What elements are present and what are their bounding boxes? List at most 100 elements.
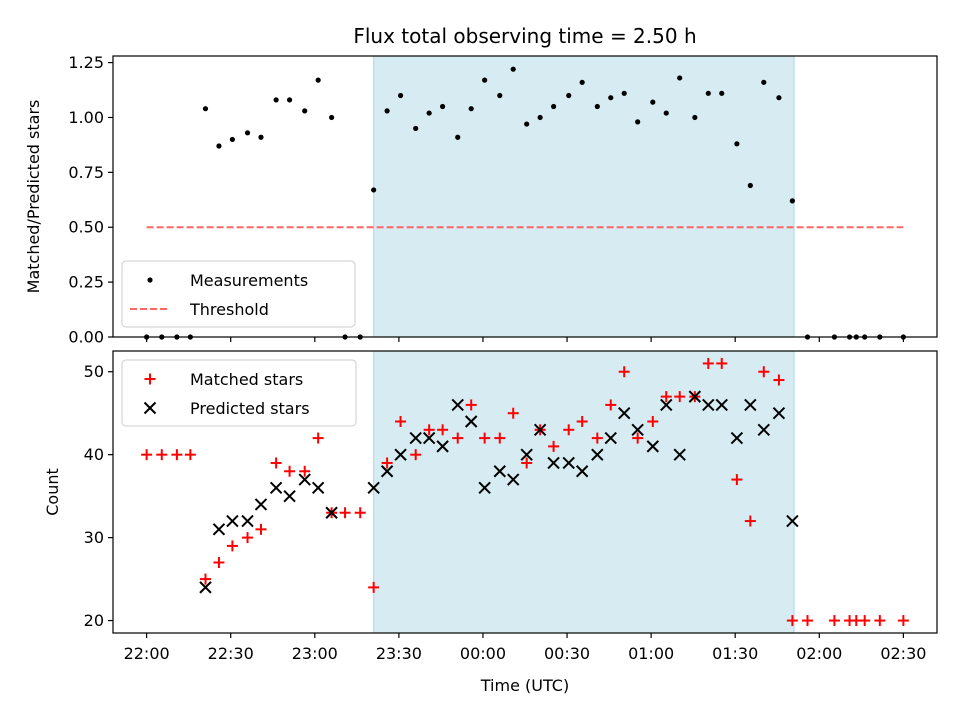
x-tick-label: 00:30	[544, 644, 590, 663]
measurement-point	[440, 103, 446, 110]
matched-stars-point	[437, 424, 449, 436]
matched-stars-point	[354, 507, 366, 519]
legend-matched-stars-label: Matched stars	[190, 370, 303, 389]
matched-stars-point	[339, 507, 351, 519]
measurement-point	[455, 134, 461, 140]
measurement-point	[482, 77, 488, 83]
predicted-stars-point	[254, 498, 268, 511]
x-tick-label: 00:00	[460, 644, 506, 663]
bottom-panel: 20 30 40 50 22:00 22:30 23:00 23:30 00:00 00:30 0…	[43, 350, 938, 695]
predicted-stars-point	[660, 398, 673, 412]
x-tick-label: 23:30	[376, 644, 422, 663]
predicted-stars-point	[688, 390, 702, 403]
measurement-point	[579, 79, 585, 85]
predicted-stars-point	[618, 406, 631, 420]
matched-stars-point	[156, 449, 168, 461]
matched-stars-point	[744, 515, 756, 527]
measurement-point	[426, 110, 432, 116]
matched-stars-point	[368, 581, 380, 593]
measurement-point	[202, 106, 209, 112]
matched-stars-point	[897, 615, 909, 627]
measurement-point	[635, 119, 641, 125]
measurement-point	[692, 114, 698, 121]
top-y-tick-label: 1.00	[68, 108, 104, 127]
predicted-stars-point	[283, 489, 296, 503]
matched-stars-point	[381, 457, 393, 469]
measurement-point	[497, 92, 503, 99]
measurement-point	[663, 110, 669, 116]
top-plot-frame	[112, 55, 938, 338]
matched-stars-point	[242, 532, 254, 544]
matched-stars-point	[716, 357, 728, 369]
predicted-stars-point	[631, 423, 644, 437]
x-tick-label: 02:30	[880, 644, 926, 663]
x-tick-label: 02:00	[796, 644, 842, 663]
matched-stars-point	[255, 523, 267, 535]
matched-stars-point	[786, 615, 798, 627]
bottom-y-tick-label: 20	[84, 611, 104, 630]
legend-predicted-stars-marker	[143, 401, 157, 415]
predicted-stars-point	[730, 431, 744, 445]
matched-stars-point	[507, 407, 519, 419]
matched-stars-point	[299, 465, 311, 477]
predicted-stars-point	[673, 448, 686, 461]
measurement-point	[537, 114, 543, 121]
measurement-point	[608, 95, 614, 101]
measurement-point	[566, 92, 572, 99]
matched-stars-point	[270, 457, 282, 469]
matched-stars-point	[284, 465, 296, 477]
x-tick-label: 22:00	[124, 644, 170, 663]
legend-matched-stars-marker	[144, 373, 156, 385]
matched-stars-point	[859, 615, 871, 627]
predicted-stars-point	[715, 398, 728, 412]
x-tick-label: 23:00	[292, 644, 338, 663]
bottom-y-axis-label: Count	[43, 468, 62, 516]
predicted-stars-point	[226, 514, 239, 528]
bottom-highlight-span	[373, 350, 795, 634]
predicted-stars-point	[744, 398, 757, 412]
matched-stars-point	[395, 416, 407, 427]
matched-stars-point	[632, 432, 644, 444]
predicted-stars-point	[772, 406, 786, 420]
predicted-stars-point	[311, 481, 325, 495]
matched-stars-point	[171, 449, 183, 461]
predicted-stars-point	[786, 514, 799, 528]
bottom-y-tick-label: 50	[84, 362, 104, 381]
measurement-point	[273, 97, 279, 103]
predicted-stars-point	[604, 431, 617, 445]
predicted-stars-point	[575, 465, 589, 478]
predicted-stars-point	[533, 423, 547, 437]
matched-stars-point	[184, 449, 196, 461]
matched-stars-point	[618, 366, 630, 378]
predicted-stars-point	[367, 481, 380, 495]
legend-threshold-label: Threshold	[189, 300, 269, 319]
predicted-stars-point	[493, 465, 506, 478]
matched-stars-point	[874, 615, 886, 627]
top-y-tick-label: 1.25	[68, 53, 104, 72]
matched-stars-point	[802, 615, 814, 627]
predicted-stars-point	[520, 448, 533, 461]
measurement-point	[719, 90, 725, 96]
bottom-plot-frame	[112, 350, 938, 634]
matched-stars-point	[423, 424, 435, 436]
x-axis-label: Time (UTC)	[480, 676, 569, 695]
predicted-stars-point	[325, 506, 338, 519]
top-panel: 0.00 0.25 0.50 0.75 1.00 1.25 Matched/Predict…	[24, 53, 938, 347]
measurement-point	[244, 130, 251, 136]
matched-stars-point	[548, 440, 560, 452]
matched-stars-point	[465, 399, 477, 411]
legend-measurements-label: Measurements	[190, 271, 308, 290]
matched-stars-point	[213, 557, 225, 568]
legend-box	[121, 260, 356, 328]
measurement-point	[413, 125, 419, 132]
predicted-stars-point	[562, 456, 575, 470]
matched-stars-point	[647, 416, 659, 427]
predicted-stars-point	[409, 431, 422, 445]
predicted-stars-point	[478, 481, 491, 495]
predicted-stars-point	[507, 473, 520, 486]
matched-stars-point	[521, 457, 533, 469]
top-legend: Measurements Threshold	[121, 260, 356, 328]
measurement-point	[747, 182, 753, 189]
measurement-point	[329, 114, 335, 121]
